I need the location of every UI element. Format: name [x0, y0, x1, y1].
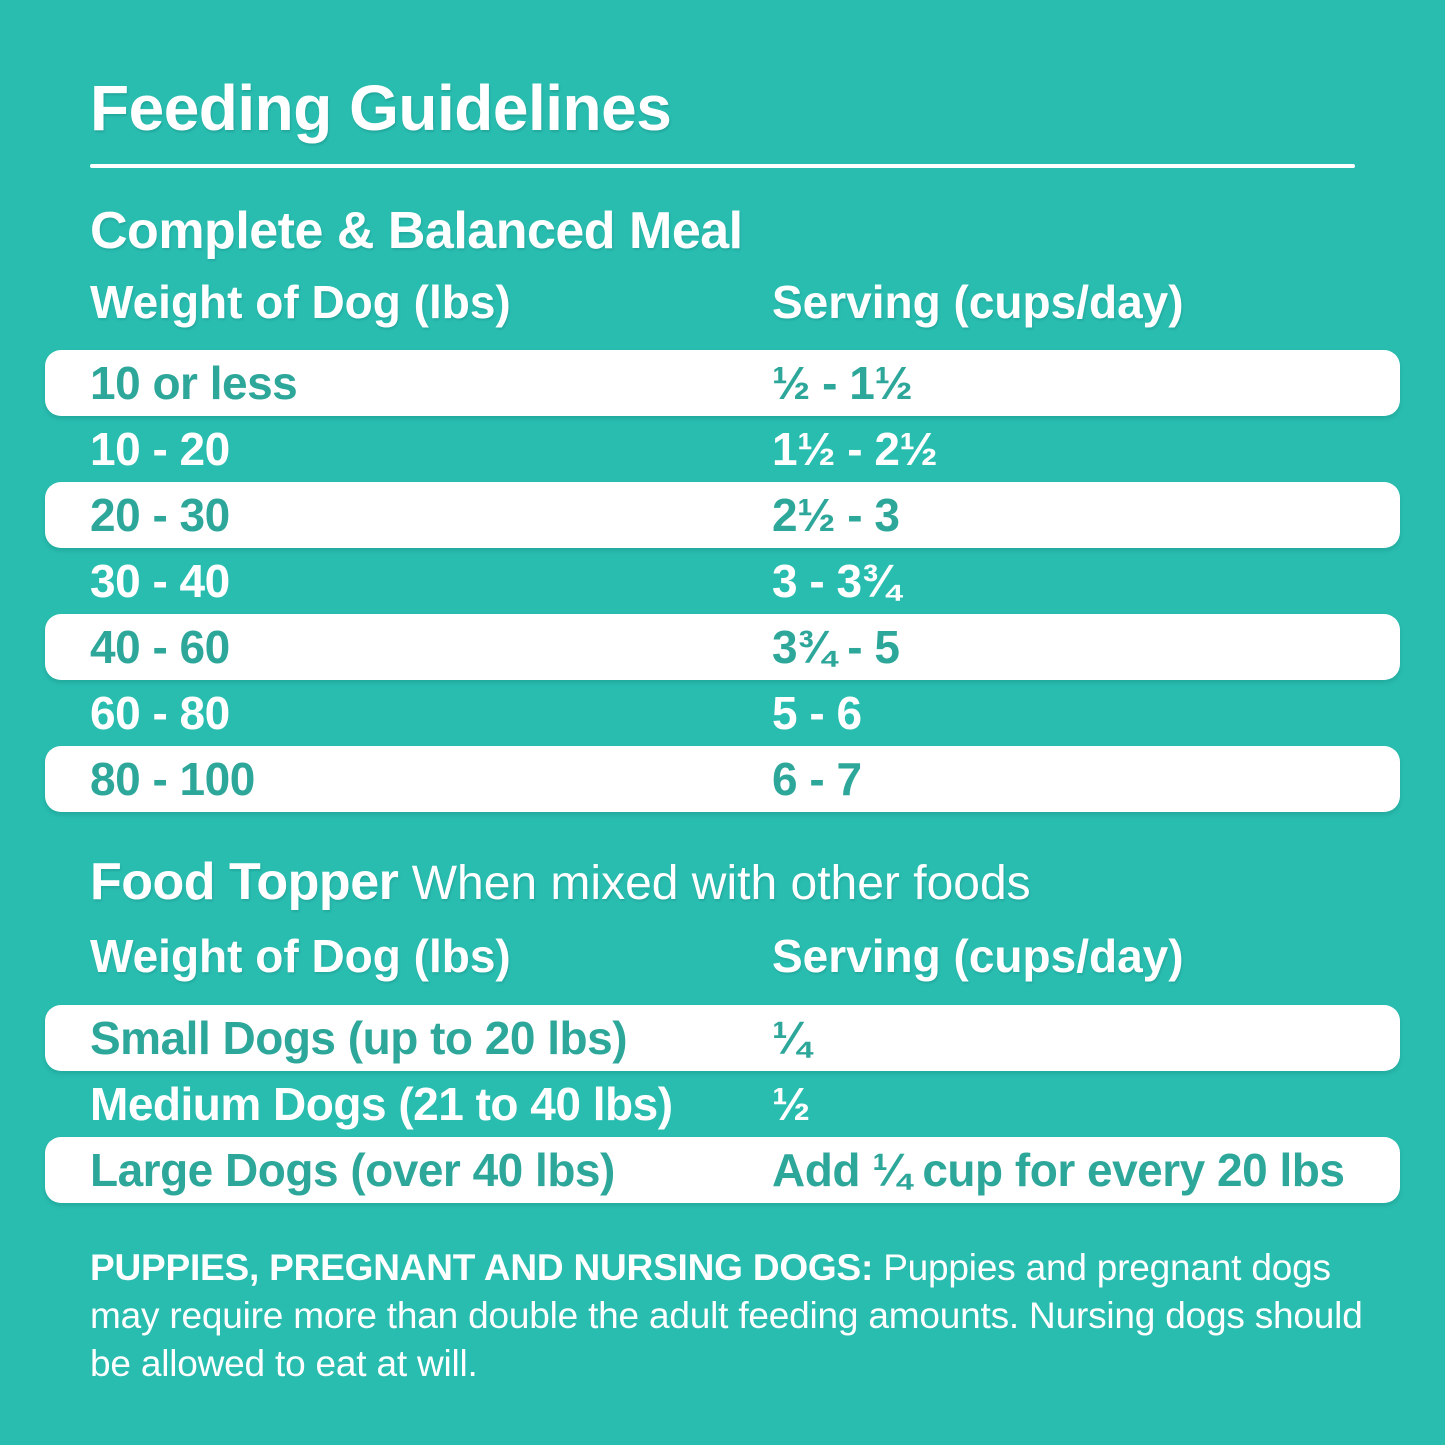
- meal-table: 10 or less ½ - 1½ 10 - 20 1½ - 2½ 20 - 3…: [45, 350, 1400, 812]
- footnote-emphasis: PUPPIES, PREGNANT AND NURSING DOGS:: [90, 1247, 874, 1288]
- table-row: 40 - 60 3¾ - 5: [45, 614, 1400, 680]
- weight-cell: 40 - 60: [90, 621, 230, 673]
- topper-heading-subtitle: When mixed with other foods: [398, 857, 1031, 910]
- table-row: 60 - 80 5 - 6: [45, 680, 1400, 746]
- topper-heading-main: Food Topper: [90, 853, 399, 911]
- weight-cell: 20 - 30: [90, 489, 230, 541]
- serving-cell: ¼: [772, 1012, 810, 1064]
- weight-cell: 10 - 20: [90, 423, 230, 475]
- serving-cell: ½: [772, 1078, 810, 1130]
- table-row: 10 or less ½ - 1½: [45, 350, 1400, 416]
- table-row: 30 - 40 3 - 3¾: [45, 548, 1400, 614]
- table-row: 10 - 20 1½ - 2½: [45, 416, 1400, 482]
- weight-cell: 30 - 40: [90, 555, 230, 607]
- serving-cell: 6 - 7: [772, 753, 862, 805]
- table-row: Medium Dogs (21 to 40 lbs) ½: [45, 1071, 1400, 1137]
- topper-serving-column-header: Serving (cups/day): [772, 930, 1184, 982]
- serving-cell: ½ - 1½: [772, 357, 913, 409]
- weight-cell: Large Dogs (over 40 lbs): [90, 1144, 615, 1196]
- meal-serving-column-header: Serving (cups/day): [772, 276, 1184, 328]
- serving-cell: 5 - 6: [772, 687, 862, 739]
- serving-cell: Add ¼ cup for every 20 lbs: [772, 1144, 1345, 1196]
- table-row: 20 - 30 2½ - 3: [45, 482, 1400, 548]
- topper-section-heading: Food Topper When mixed with other foods: [90, 856, 1445, 908]
- page-title: Feeding Guidelines: [90, 72, 672, 144]
- topper-weight-column-header: Weight of Dog (lbs): [90, 930, 511, 982]
- serving-cell: 2½ - 3: [772, 489, 900, 541]
- meal-column-headers: Weight of Dog (lbs) Serving (cups/day): [0, 277, 1445, 327]
- serving-cell: 3¾ - 5: [772, 621, 900, 673]
- footnote-text: Puppies and pregnant dogs may require mo…: [90, 1247, 1363, 1385]
- weight-cell: 10 or less: [90, 357, 298, 409]
- weight-cell: Medium Dogs (21 to 40 lbs): [90, 1078, 673, 1130]
- title-divider: [90, 164, 1355, 168]
- meal-section-heading: Complete & Balanced Meal: [90, 202, 743, 260]
- weight-cell: 80 - 100: [90, 753, 255, 805]
- serving-cell: 1½ - 2½: [772, 423, 938, 475]
- meal-weight-column-header: Weight of Dog (lbs): [90, 276, 511, 328]
- weight-cell: Small Dogs (up to 20 lbs): [90, 1012, 628, 1064]
- table-row: Small Dogs (up to 20 lbs) ¼: [45, 1005, 1400, 1071]
- table-row: 80 - 100 6 - 7: [45, 746, 1400, 812]
- serving-cell: 3 - 3¾: [772, 555, 900, 607]
- topper-column-headers: Weight of Dog (lbs) Serving (cups/day): [0, 931, 1445, 981]
- topper-table: Small Dogs (up to 20 lbs) ¼ Medium Dogs …: [45, 1005, 1400, 1203]
- table-row: Large Dogs (over 40 lbs) Add ¼ cup for e…: [45, 1137, 1400, 1203]
- weight-cell: 60 - 80: [90, 687, 230, 739]
- footnote: PUPPIES, PREGNANT AND NURSING DOGS: Pupp…: [90, 1244, 1368, 1388]
